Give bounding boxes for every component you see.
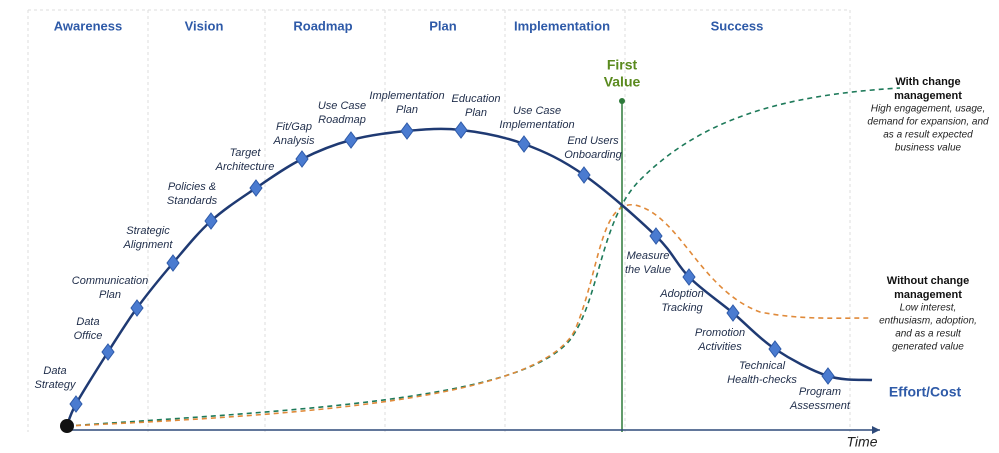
- annotation-title: Without change: [887, 275, 969, 287]
- milestone-label: Tracking: [661, 302, 703, 314]
- milestone-label: Office: [74, 330, 103, 342]
- milestone-diamond: [204, 212, 218, 230]
- milestone-label: End Users: [567, 135, 619, 147]
- annotation-text: High engagement, usage,: [871, 104, 986, 115]
- milestone-label: Architecture: [215, 161, 275, 173]
- milestone-label: Education: [452, 93, 501, 105]
- phase-label: Roadmap: [293, 18, 352, 33]
- milestone-diamond: [400, 122, 414, 140]
- milestone-diamond: [344, 131, 358, 149]
- milestone-label: Implementation: [499, 119, 574, 131]
- annotation-title: With change: [895, 76, 960, 88]
- axis-arrow: [872, 426, 880, 434]
- milestone-label: Strategy: [35, 379, 77, 391]
- first-value-dot: [619, 98, 625, 104]
- milestone-diamond: [101, 343, 115, 361]
- milestone-label: the Value: [625, 264, 671, 276]
- phase-label: Success: [711, 18, 764, 33]
- milestone-label: Adoption: [659, 288, 703, 300]
- milestone-diamond: [821, 367, 835, 385]
- milestone-label: Policies &: [168, 181, 216, 193]
- milestone-diamond: [295, 150, 309, 168]
- milestone-diamond: [249, 179, 263, 197]
- milestone-label: Use Case: [513, 105, 561, 117]
- annotation-title: management: [894, 90, 962, 102]
- with-change-curve: [66, 87, 901, 427]
- phase-label: Implementation: [514, 18, 610, 33]
- milestone-label: Health-checks: [727, 374, 797, 386]
- milestone-label: Assessment: [789, 400, 851, 412]
- milestone-label: Plan: [99, 289, 121, 301]
- origin-dot: [60, 419, 74, 433]
- annotation-text: Low interest,: [900, 303, 957, 314]
- milestone-label: Strategic: [126, 225, 170, 237]
- phase-label: Vision: [185, 18, 224, 33]
- milestone-label: Program: [799, 386, 841, 398]
- first-value-label: First: [607, 57, 638, 73]
- annotation-text: enthusiasm, adoption,: [879, 316, 977, 327]
- milestone-label: Promotion: [695, 327, 745, 339]
- milestone-diamond: [682, 268, 696, 286]
- milestone-label: Alignment: [123, 239, 174, 251]
- milestone-diamond: [454, 121, 468, 139]
- annotation-text: as a result expected: [883, 130, 973, 141]
- milestone-label: Activities: [697, 341, 742, 353]
- milestone-diamond: [649, 227, 663, 245]
- milestone-label: Plan: [465, 107, 487, 119]
- milestone-label: Measure: [627, 250, 670, 262]
- milestone-diamond: [130, 299, 144, 317]
- effort-label: Effort/Cost: [889, 384, 962, 400]
- milestone-label: Data: [76, 316, 99, 328]
- milestone-diamond: [69, 395, 83, 413]
- without-change-curve: [66, 204, 871, 427]
- milestone-label: Fit/Gap: [276, 121, 312, 133]
- milestone-label: Standards: [167, 195, 218, 207]
- first-value-label: Value: [604, 74, 641, 90]
- annotation-text: generated value: [892, 342, 964, 353]
- milestone-diamond: [166, 254, 180, 272]
- milestone-diamond: [726, 304, 740, 322]
- milestone-label: Target: [230, 147, 262, 159]
- phase-label: Plan: [429, 18, 457, 33]
- milestone-label: Plan: [396, 104, 418, 116]
- milestone-label: Analysis: [273, 135, 315, 147]
- milestone-label: Use Case: [318, 100, 366, 112]
- milestone-diamond: [768, 340, 782, 358]
- milestone-label: Data: [43, 365, 66, 377]
- annotation-text: and as a result: [895, 329, 962, 340]
- milestone-diamond: [517, 135, 531, 153]
- time-label: Time: [847, 434, 878, 450]
- phase-label: Awareness: [54, 18, 122, 33]
- phase-columns: [27, 9, 851, 432]
- milestone-diamond: [577, 166, 591, 184]
- annotation-text: business value: [895, 143, 962, 154]
- annotation-title: management: [894, 289, 962, 301]
- milestone-label: Communication: [72, 275, 148, 287]
- milestone-label: Roadmap: [318, 114, 366, 126]
- annotation-text: demand for expansion, and: [867, 117, 989, 128]
- milestone-label: Technical: [739, 360, 786, 372]
- milestone-label: Implementation: [369, 90, 444, 102]
- milestone-label: Onboarding: [564, 149, 622, 161]
